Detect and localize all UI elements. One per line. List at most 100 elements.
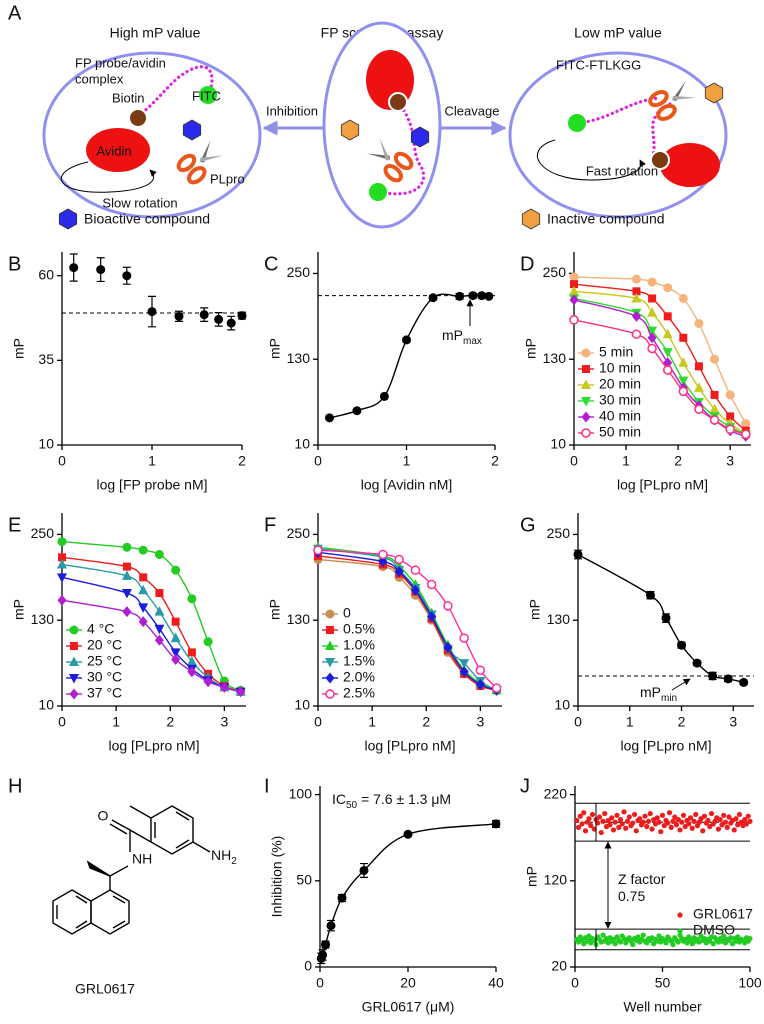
y-tick-label: 0 [304, 958, 312, 974]
panel-letter: H [8, 775, 22, 797]
marker [721, 812, 727, 818]
legend-text: 1.5% [343, 653, 375, 669]
y-tick-label: 50 [296, 872, 312, 888]
legend-marker [325, 609, 335, 619]
fitc [568, 114, 586, 132]
marker [214, 314, 224, 324]
annotation-text: = 7.6 ± 1.3 μM [357, 791, 451, 807]
marker [325, 413, 335, 423]
y-tick-label: 20 [551, 958, 567, 974]
marker [410, 584, 420, 596]
marker [709, 415, 720, 425]
marker [96, 265, 106, 275]
legend-marker [581, 397, 591, 407]
marker [427, 611, 437, 623]
marker [378, 556, 388, 568]
y-axis-label: mP [527, 599, 543, 620]
marker [654, 815, 660, 821]
marker [689, 825, 695, 831]
y-axis-label: mP [523, 338, 539, 359]
x-tick-label: 0 [316, 975, 324, 991]
legend-text: 50 min [599, 424, 641, 440]
marker [428, 293, 438, 303]
marker [318, 950, 328, 960]
marker [609, 815, 615, 821]
marker [138, 545, 148, 555]
panel-letter: J [520, 775, 530, 797]
chart: E 10 130 250 0 1 2 3 log [PLpro nM] mP 4 °C20 °C25… [8, 513, 246, 754]
marker [612, 941, 618, 947]
marker [121, 570, 132, 580]
y-tick-label: 130 [543, 350, 567, 366]
marker [154, 624, 165, 635]
marker [57, 537, 67, 547]
ellipse [508, 51, 728, 219]
legend-text: 4 °C [87, 621, 114, 637]
marker [154, 606, 165, 616]
y-axis-label: mP [524, 866, 540, 887]
atom-label: NH2 [211, 847, 237, 867]
label: Slow rotation [102, 195, 177, 210]
marker [612, 819, 618, 825]
panel-letter: E [8, 514, 21, 536]
atom-label: O [98, 808, 109, 824]
marker [619, 821, 625, 827]
marker [645, 590, 655, 600]
x-tick-label: 1 [148, 453, 156, 469]
legend-text: 2.5% [343, 685, 375, 701]
marker [171, 565, 181, 575]
marker [741, 429, 751, 440]
marker [725, 424, 735, 435]
legend-marker [582, 365, 590, 373]
marker [617, 817, 624, 823]
marker [313, 545, 323, 555]
marker [187, 594, 197, 604]
fit-curve [320, 823, 497, 959]
y-tick-label: 250 [287, 525, 311, 541]
y-axis-label: mP [267, 599, 283, 620]
legend-text: 30 °C [87, 669, 122, 685]
marker [648, 294, 657, 303]
marker [394, 566, 404, 578]
marker [459, 666, 469, 678]
methyl [129, 805, 152, 819]
marker [468, 291, 478, 301]
marker [155, 589, 164, 598]
marker [459, 659, 470, 669]
marker [171, 617, 180, 626]
marker [138, 584, 149, 595]
x-tick-label: 2 [678, 714, 686, 730]
marker [621, 809, 627, 815]
y-tick-label: 10 [550, 436, 566, 452]
amide [129, 828, 152, 852]
legend-text: 10 min [599, 360, 641, 376]
marker [586, 816, 592, 822]
legend-text: 20 °C [87, 637, 122, 653]
y-tick-label: 220 [544, 785, 568, 801]
marker [171, 654, 181, 666]
y-axis-label: Inhibition (%) [269, 836, 285, 918]
marker [670, 818, 676, 824]
marker [645, 818, 652, 824]
y-tick-label: 10 [38, 436, 54, 452]
x-tick-label: 2 [422, 714, 430, 730]
x-tick-label: 2 [166, 714, 174, 730]
marker [694, 362, 703, 371]
marker [647, 343, 657, 354]
x-tick-label: 2 [491, 453, 499, 469]
heading: High mP value [110, 25, 201, 41]
marker [337, 893, 347, 903]
marker [632, 287, 641, 296]
x-axis-label: log [FP probe nM] [96, 477, 207, 493]
marker [139, 573, 148, 582]
marker [663, 940, 669, 946]
marker [581, 810, 587, 816]
marker [57, 558, 67, 569]
heading: Low mP value [574, 25, 662, 41]
label: Biotin [112, 90, 145, 105]
bond [192, 841, 211, 853]
marker [170, 648, 181, 658]
marker [475, 679, 485, 691]
marker [574, 817, 580, 824]
